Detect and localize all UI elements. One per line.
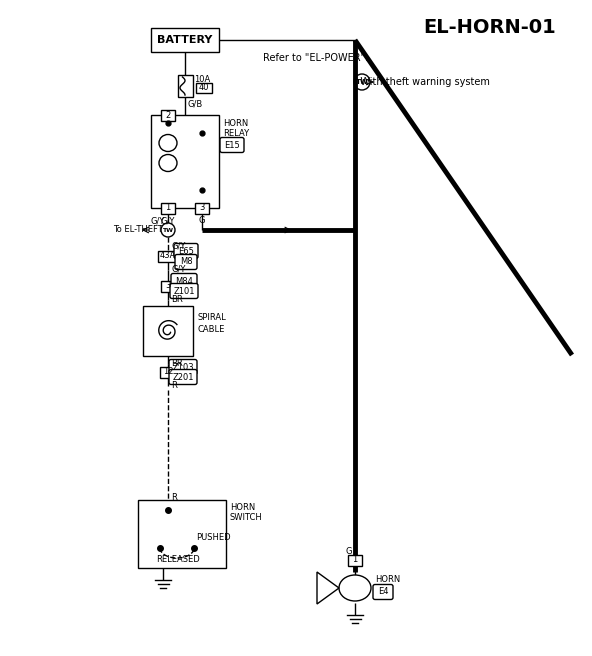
Text: Refer to "EL-POWER".: Refer to "EL-POWER". — [263, 53, 368, 63]
Bar — [160, 367, 176, 377]
Text: HORN: HORN — [223, 119, 248, 127]
Text: E15: E15 — [224, 140, 240, 150]
Text: Z103: Z103 — [172, 363, 194, 371]
Text: G/Y: G/Y — [171, 264, 185, 274]
Bar — [161, 203, 175, 213]
Bar — [151, 115, 219, 208]
Text: 3: 3 — [200, 203, 205, 213]
Text: G: G — [346, 548, 352, 556]
Bar — [143, 306, 193, 356]
Ellipse shape — [339, 575, 371, 601]
FancyBboxPatch shape — [175, 255, 197, 270]
Text: RELAY: RELAY — [223, 129, 249, 138]
Polygon shape — [317, 572, 339, 604]
Text: 1: 1 — [352, 556, 358, 565]
Circle shape — [161, 223, 175, 237]
Text: 12: 12 — [163, 367, 173, 377]
Text: E4: E4 — [378, 588, 388, 596]
Text: 10A: 10A — [195, 75, 211, 83]
Text: G/Y: G/Y — [161, 216, 175, 225]
Text: G/B: G/B — [188, 100, 203, 108]
FancyBboxPatch shape — [220, 138, 244, 152]
Text: M84: M84 — [175, 276, 193, 285]
Text: 43A: 43A — [160, 251, 176, 260]
Bar — [161, 110, 175, 121]
Text: TW: TW — [356, 79, 368, 85]
Text: Z101: Z101 — [173, 287, 195, 295]
Bar — [151, 28, 219, 52]
Text: BR: BR — [171, 295, 183, 304]
Text: : With theft warning system: : With theft warning system — [354, 77, 490, 87]
FancyBboxPatch shape — [171, 274, 197, 289]
Text: To EL-THEFT: To EL-THEFT — [113, 226, 163, 234]
Text: HORN: HORN — [375, 575, 400, 584]
Text: G: G — [199, 216, 205, 225]
Text: E65: E65 — [178, 247, 194, 255]
Text: EL-HORN-01: EL-HORN-01 — [424, 18, 556, 37]
FancyBboxPatch shape — [373, 584, 393, 600]
Text: BR: BR — [171, 358, 183, 367]
Text: PUSHED: PUSHED — [196, 533, 231, 543]
Bar — [161, 281, 175, 291]
Bar — [195, 203, 209, 213]
FancyBboxPatch shape — [169, 369, 197, 384]
Text: RELEASED: RELEASED — [156, 554, 200, 564]
Text: G/Y: G/Y — [151, 216, 165, 226]
Text: M8: M8 — [180, 258, 192, 266]
Text: R: R — [171, 493, 177, 501]
Bar — [138, 500, 226, 568]
Text: BATTERY: BATTERY — [157, 35, 213, 45]
Text: CABLE: CABLE — [197, 325, 224, 333]
Bar — [195, 83, 211, 93]
Text: 3: 3 — [165, 281, 170, 291]
Text: Z201: Z201 — [172, 373, 194, 382]
Text: 40: 40 — [198, 83, 209, 92]
Text: SPIRAL: SPIRAL — [197, 314, 226, 323]
FancyBboxPatch shape — [169, 359, 197, 375]
Text: R: R — [171, 380, 177, 390]
Bar — [158, 251, 178, 262]
Bar — [178, 75, 192, 97]
Text: 2: 2 — [165, 110, 170, 119]
Bar — [348, 554, 362, 565]
FancyBboxPatch shape — [170, 283, 198, 298]
Text: 1: 1 — [165, 203, 170, 213]
Text: SWITCH: SWITCH — [230, 514, 263, 522]
Text: TW: TW — [162, 228, 173, 232]
Text: HORN: HORN — [230, 504, 255, 512]
FancyBboxPatch shape — [174, 243, 198, 258]
Text: G/Y: G/Y — [171, 241, 185, 251]
